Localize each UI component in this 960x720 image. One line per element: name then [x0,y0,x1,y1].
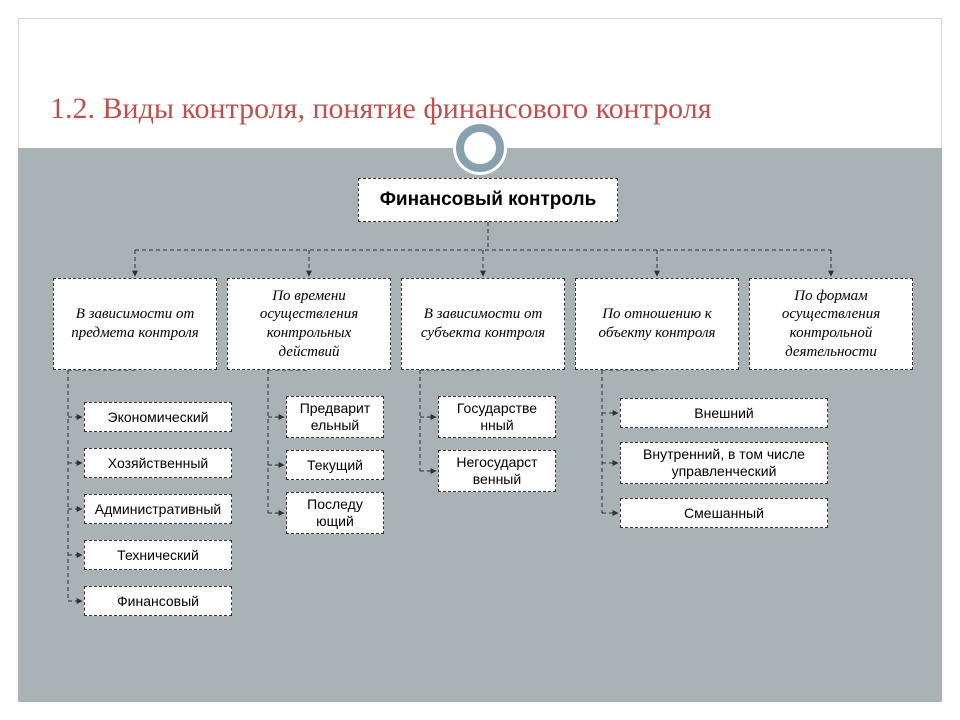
decorative-ring-icon [456,124,504,172]
leaf-label: Негосударст венный [447,454,547,488]
category-label: По времени осуществления контрольных дей… [236,287,382,362]
leaf-node: Экономический [84,402,232,432]
leaf-node: Предварит ельный [286,396,384,438]
leaf-label: Экономический [108,409,209,426]
leaf-label: Смешанный [684,505,764,522]
category-node: По времени осуществления контрольных дей… [227,278,391,370]
category-node: В зависимости от субъекта контроля [401,278,565,370]
leaf-node: Хозяйственный [84,448,232,478]
leaf-label: Финансовый [117,593,199,610]
leaf-node: Административный [84,494,232,524]
leaf-label: Внешний [694,405,753,422]
leaf-label: Технический [117,547,199,564]
leaf-label: Внутренний, в том числе управленческий [629,446,819,480]
category-node: В зависимости от предмета контроля [53,278,217,370]
root-node: Финансовый контроль [358,178,618,222]
leaf-node: Текущий [286,450,384,480]
category-label: По отношению к объекту контроля [584,305,730,343]
leaf-node: Финансовый [84,586,232,616]
category-node: По формам осуществления контрольной деят… [749,278,913,370]
category-label: В зависимости от предмета контроля [62,305,208,343]
leaf-node: Негосударст венный [438,450,556,492]
category-label: По формам осуществления контрольной деят… [758,287,904,362]
leaf-label: Хозяйственный [108,455,208,472]
leaf-label: Государстве нный [447,400,547,434]
leaf-label: Последу ющий [295,496,375,530]
category-label: В зависимости от субъекта контроля [410,305,556,343]
category-node: По отношению к объекту контроля [575,278,739,370]
leaf-label: Предварит ельный [295,400,375,434]
leaf-node: Внутренний, в том числе управленческий [620,442,828,484]
leaf-node: Внешний [620,398,828,428]
leaf-node: Смешанный [620,498,828,528]
leaf-label: Текущий [307,457,363,474]
leaf-label: Административный [95,501,221,518]
diagram-area: Финансовый контроль В зависимости от пре… [18,148,942,702]
page-title: 1.2. Виды контроля, понятие финансового … [50,92,910,126]
root-label: Финансовый контроль [380,189,597,211]
leaf-node: Технический [84,540,232,570]
leaf-node: Последу ющий [286,492,384,534]
leaf-node: Государстве нный [438,396,556,438]
